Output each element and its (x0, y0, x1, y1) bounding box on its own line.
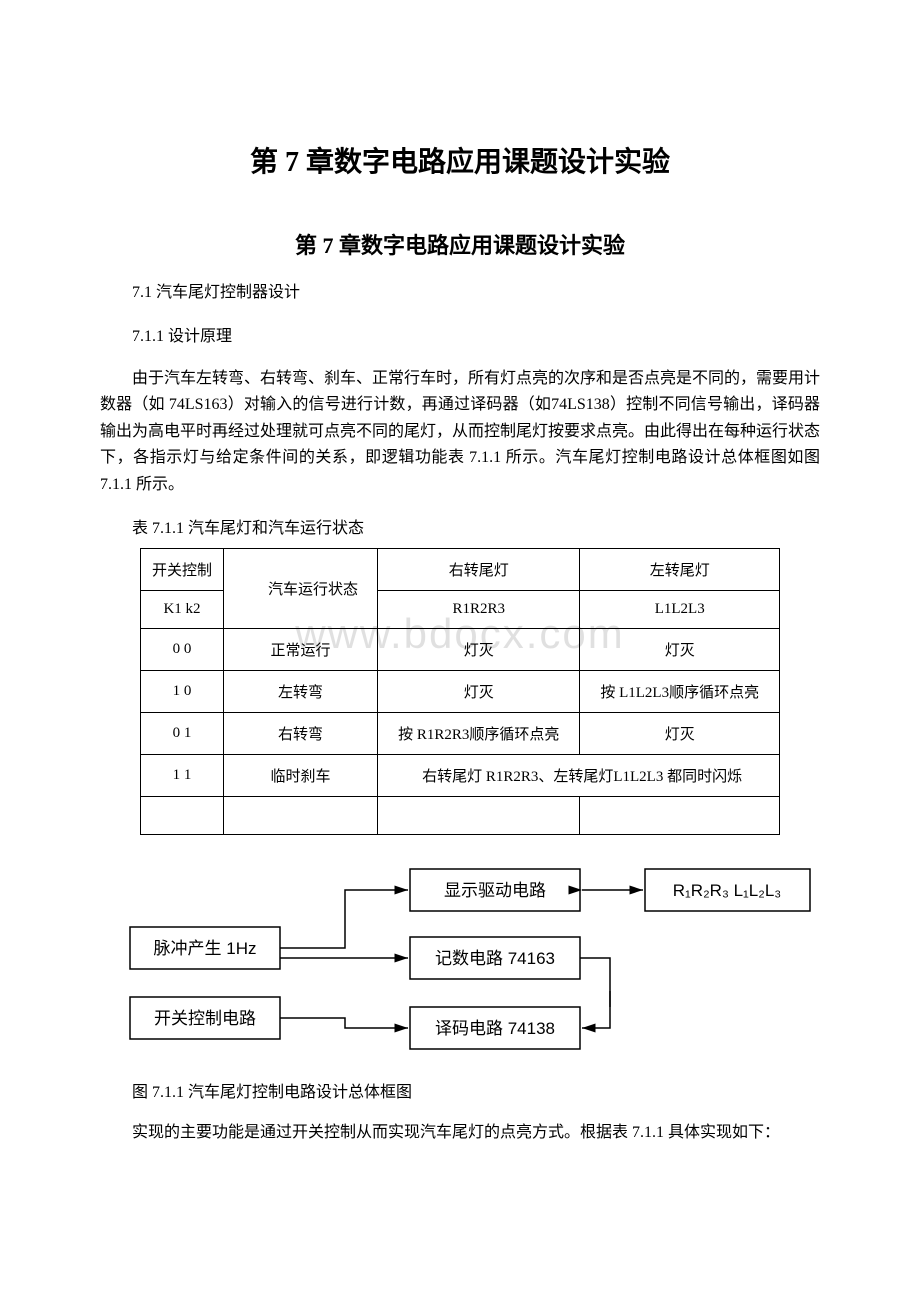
cell-right: 按 R1R2R3顺序循环点亮 (378, 712, 580, 754)
cell-empty (223, 796, 377, 834)
cell-empty (580, 796, 780, 834)
th-k1k2: K1 k2 (141, 590, 224, 628)
figure-caption: 图 7.1.1 汽车尾灯控制电路设计总体框图 (100, 1078, 820, 1102)
th-left-light: 左转尾灯 (580, 548, 780, 590)
block-diagram: 脉冲产生 1Hz 开关控制电路 显示驱动电路 记数电路 74163 译码电路 7… (100, 859, 820, 1064)
section-7-1-heading: 7.1 汽车尾灯控制器设计 (100, 278, 820, 302)
label-switch: 开关控制电路 (154, 1009, 256, 1028)
after-paragraph: 实现的主要功能是通过开关控制从而实现汽车尾灯的点亮方式。根据表 7.1.1 具体… (100, 1120, 820, 1146)
table-row-brake: 1 1 临时刹车 右转尾灯 R1R2R3、左转尾灯L1L2L3 都同时闪烁 (141, 754, 780, 796)
cell-state: 正常运行 (223, 628, 377, 670)
cell-state: 左转弯 (223, 670, 377, 712)
table-row: 1 0 左转弯 灯灭 按 L1L2L3顺序循环点亮 (141, 670, 780, 712)
cell-right: 灯灭 (378, 670, 580, 712)
chapter-subtitle: 第 7 章数字电路应用课题设计实验 (100, 228, 820, 260)
cell-left: 按 L1L2L3顺序循环点亮 (580, 670, 780, 712)
chapter-title: 第 7 章数字电路应用课题设计实验 (100, 140, 820, 180)
label-decoder: 译码电路 74138 (435, 1019, 555, 1038)
th-l1l2l3: L1L2L3 (580, 590, 780, 628)
cell-empty (378, 796, 580, 834)
cell-right: 灯灭 (378, 628, 580, 670)
cell-left: 灯灭 (580, 712, 780, 754)
cell-k: 1 1 (141, 754, 224, 796)
table-row-empty (141, 796, 780, 834)
label-display: 显示驱动电路 (444, 881, 546, 900)
th-right-light: 右转尾灯 (378, 548, 580, 590)
cell-k: 0 1 (141, 712, 224, 754)
logic-function-table: 开关控制 汽车运行状态 右转尾灯 左转尾灯 K1 k2 R1R2R3 L1L2L… (140, 548, 780, 835)
label-lights: R₁R₂R₃ L₁L₂L₃ (673, 881, 781, 900)
table-caption: 表 7.1.1 汽车尾灯和汽车运行状态 (100, 514, 820, 538)
section-7-1-1-heading: 7.1.1 设计原理 (100, 322, 820, 346)
th-state: 汽车运行状态 (223, 548, 377, 628)
cell-left: 灯灭 (580, 628, 780, 670)
intro-paragraph: 由于汽车左转弯、右转弯、刹车、正常行车时，所有灯点亮的次序和是否点亮是不同的，需… (100, 366, 820, 498)
diagram-svg: 脉冲产生 1Hz 开关控制电路 显示驱动电路 记数电路 74163 译码电路 7… (100, 859, 820, 1059)
label-pulse: 脉冲产生 1Hz (154, 939, 257, 958)
cell-k: 1 0 (141, 670, 224, 712)
cell-brake-merged: 右转尾灯 R1R2R3、左转尾灯L1L2L3 都同时闪烁 (378, 754, 780, 796)
arrow-switch-decoder (280, 1018, 408, 1028)
th-switch: 开关控制 (141, 548, 224, 590)
arrow-counter-decoder (580, 958, 610, 1028)
arrow-pulse-display (280, 890, 408, 948)
cell-state: 右转弯 (223, 712, 377, 754)
cell-empty (141, 796, 224, 834)
th-r1r2r3: R1R2R3 (378, 590, 580, 628)
cell-k: 0 0 (141, 628, 224, 670)
label-counter: 记数电路 74163 (435, 949, 555, 968)
cell-state: 临时刹车 (223, 754, 377, 796)
table-row: 0 0 正常运行 灯灭 灯灭 (141, 628, 780, 670)
table-header-row-1: 开关控制 汽车运行状态 右转尾灯 左转尾灯 (141, 548, 780, 590)
table-row: 0 1 右转弯 按 R1R2R3顺序循环点亮 灯灭 (141, 712, 780, 754)
